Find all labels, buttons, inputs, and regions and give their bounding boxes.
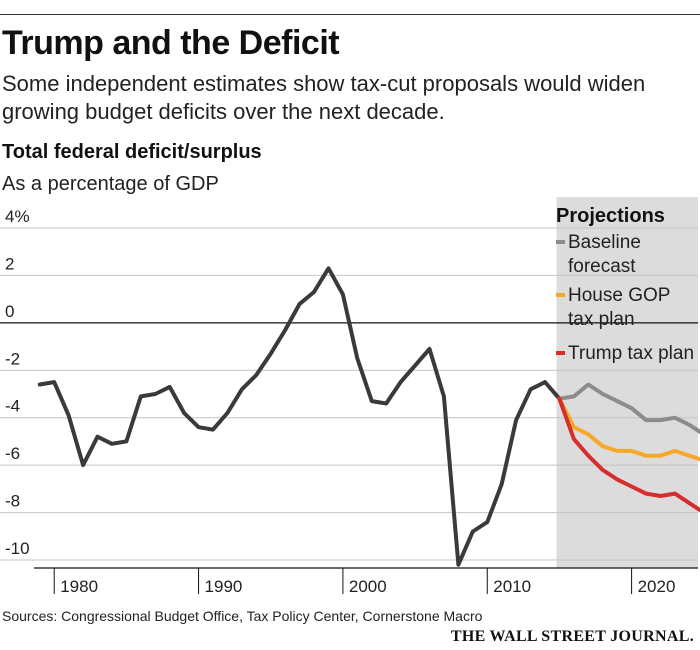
y-axis-label: As a percentage of GDP <box>2 173 219 195</box>
projection-band <box>556 197 698 568</box>
chart-title: Trump and the Deficit <box>2 24 340 62</box>
y-tick-label: -4 <box>5 397 20 416</box>
legend-swatch <box>556 240 565 244</box>
series-line-trump-tax-plan <box>557 396 700 513</box>
y-tick-label: 4% <box>5 207 30 226</box>
x-tick-label: 2000 <box>349 577 387 596</box>
publisher-brand: THE WALL STREET JOURNAL. <box>450 628 694 645</box>
x-tick-label: 1990 <box>205 577 243 596</box>
series-line-historical <box>37 266 562 567</box>
chart-heading: Total federal deficit/surplus <box>2 141 262 163</box>
legend-label: Trump tax plan <box>568 343 694 364</box>
y-tick-label: -10 <box>5 539 30 558</box>
y-tick-label: -6 <box>5 444 20 463</box>
legend-title: Projections <box>556 205 665 227</box>
legend-label: tax plan <box>568 309 635 330</box>
y-tick-label: -8 <box>5 492 20 511</box>
legend-swatch <box>556 293 565 297</box>
x-tick-label: 2020 <box>638 577 676 596</box>
x-tick-label: 2010 <box>493 577 531 596</box>
series-line-house-gop-tax-plan <box>557 396 700 462</box>
legend-swatch <box>556 351 565 355</box>
legend-label: forecast <box>568 256 636 277</box>
y-tick-label: -2 <box>5 349 20 368</box>
chart-subtitle: Some independent estimates show tax-cut … <box>2 71 646 124</box>
sources-note: Sources: Congressional Budget Office, Ta… <box>2 608 483 624</box>
legend-label: House GOP <box>568 285 670 306</box>
x-tick-label: 1980 <box>60 577 98 596</box>
y-tick-label: 0 <box>5 302 14 321</box>
y-tick-label: 2 <box>5 254 14 273</box>
top-rule <box>0 14 700 15</box>
legend-label: Baseline <box>568 232 641 253</box>
series-line-baseline-forecast <box>557 382 700 435</box>
